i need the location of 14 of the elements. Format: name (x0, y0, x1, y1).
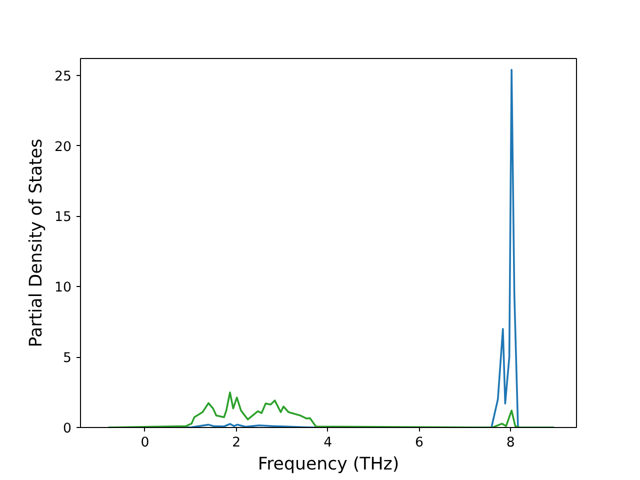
y-axis-title: Partial Density of States (26, 138, 47, 348)
x-tick-label: 6 (415, 436, 424, 450)
x-axis-title: Frequency (THz) (258, 454, 400, 474)
y-tick-label: 0 (63, 422, 72, 436)
x-tick-label: 0 (140, 436, 150, 450)
line-series (107, 392, 555, 428)
y-tick-label: 5 (63, 351, 72, 366)
y-tick-label: 25 (54, 69, 72, 84)
y-tick-label: 10 (54, 280, 72, 296)
x-tick-label: 4 (324, 436, 332, 450)
y-tick-label: 15 (54, 210, 72, 226)
x-tick-label: 8 (506, 436, 515, 450)
y-tick-label: 20 (54, 140, 72, 155)
x-tick-label: 2 (232, 436, 241, 450)
